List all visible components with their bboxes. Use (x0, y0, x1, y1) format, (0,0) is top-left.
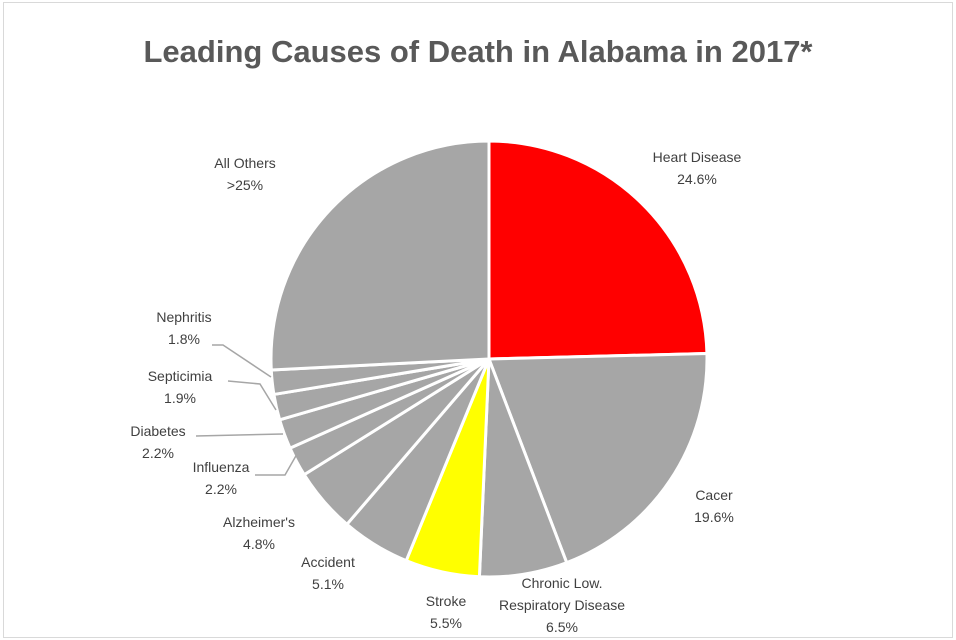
slice-labels: Heart Disease 24.6% Cacer 19.6% Chronic Low.… (130, 149, 741, 635)
label-septicimia: Septicimia 1.9% (148, 368, 213, 406)
slice-cacer (487, 352, 709, 565)
label-accident: Accident 5.1% (301, 554, 355, 592)
label-influenza: Influenza 2.2% (193, 459, 250, 497)
label-nephritis: Nephritis 1.8% (156, 309, 211, 347)
leader-nephritis (212, 344, 272, 378)
label-heart-disease: Heart Disease 24.6% (653, 149, 742, 187)
leader-diabetes (195, 433, 284, 437)
leader-septicimia (227, 380, 277, 411)
label-diabetes: Diabetes 2.2% (130, 423, 185, 461)
slice-all-others (269, 139, 491, 372)
label-alzheimer-s: Alzheimer's 4.8% (223, 514, 295, 552)
slice-heart-disease (487, 139, 709, 361)
chart-title: Leading Causes of Death in Alabama in 20… (143, 34, 813, 69)
label-stroke: Stroke 5.5% (426, 593, 467, 631)
label-cacer: Cacer 19.6% (694, 487, 734, 525)
leader-lines (195, 344, 298, 476)
pie-slices (269, 139, 709, 579)
label-chronic-low-respiratory-disease: Chronic Low. Respiratory Disease 6.5% (499, 575, 625, 635)
label-all-others: All Others >25% (214, 155, 275, 193)
leader-influenza (255, 453, 298, 476)
